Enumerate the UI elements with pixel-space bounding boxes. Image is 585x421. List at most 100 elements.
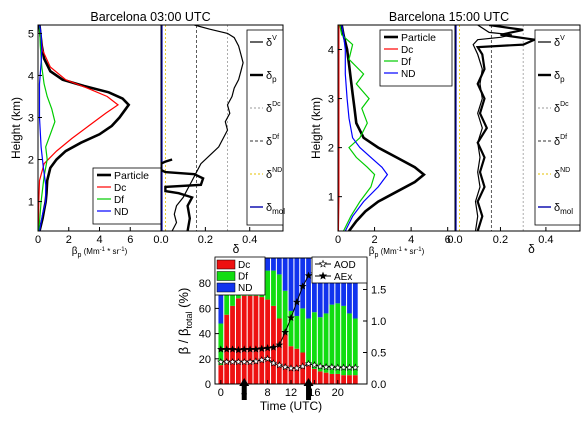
series-line-dc bbox=[38, 25, 120, 231]
bar-legend-label-nd: ND bbox=[238, 283, 252, 294]
legend-label-dc: Dc bbox=[401, 45, 413, 56]
x-tick-label-right: 0.2 bbox=[493, 234, 508, 246]
bar-x-tick-label: 20 bbox=[332, 387, 344, 399]
marker-aod bbox=[252, 357, 260, 365]
bar-x-tick-label: 12 bbox=[285, 387, 297, 399]
bar-df bbox=[335, 303, 341, 374]
bar-y2-tick-label: 1.5 bbox=[371, 285, 386, 297]
bar-y-tick-label: 40 bbox=[199, 329, 211, 341]
series-line-nd bbox=[341, 25, 389, 231]
bar-dc bbox=[265, 299, 271, 384]
arrow-head bbox=[303, 378, 314, 386]
arrow-head bbox=[239, 378, 250, 386]
legend-label-delta-2: δDc bbox=[554, 101, 569, 115]
marker-aod bbox=[293, 364, 301, 372]
bar-df bbox=[271, 270, 276, 306]
marker-aod bbox=[263, 354, 272, 363]
delta-sub: mol bbox=[560, 207, 573, 216]
bar-nd bbox=[282, 258, 288, 291]
legend-label-delta-1: δp bbox=[554, 70, 565, 84]
bar-df bbox=[311, 312, 317, 369]
x-tick-label-right: 0.2 bbox=[198, 234, 213, 246]
bar-df bbox=[329, 304, 335, 374]
marker-aex bbox=[228, 345, 237, 353]
bar-y-tick-label: 60 bbox=[199, 303, 211, 315]
delta-symbol: δ bbox=[266, 37, 272, 49]
bar-df bbox=[276, 274, 282, 319]
marker-aex bbox=[269, 343, 278, 351]
figure-title: Barcelona 03:00 UTC bbox=[90, 10, 210, 24]
delta-sub: p bbox=[560, 75, 565, 84]
bar-dc bbox=[329, 373, 335, 384]
bar-df bbox=[265, 270, 271, 300]
x-label-sub: p bbox=[375, 252, 379, 259]
delta-sup: Df bbox=[272, 134, 279, 141]
bar-df bbox=[341, 305, 347, 376]
bar-dc bbox=[241, 295, 247, 384]
marker-aex bbox=[287, 313, 295, 322]
delta-symbol: δ bbox=[554, 37, 560, 49]
x-label-sub: p bbox=[78, 252, 82, 259]
marker-aod bbox=[298, 362, 307, 370]
legend-label-delta-5: δmol bbox=[554, 202, 573, 216]
delta-symbol: δ bbox=[554, 202, 560, 214]
series-line-delta-0 bbox=[171, 25, 244, 231]
delta-symbol: δ bbox=[266, 70, 272, 82]
marker-aod bbox=[322, 362, 330, 371]
bar-dc bbox=[253, 295, 259, 384]
bar-dc bbox=[235, 298, 241, 384]
legend-label-delta-2: δDc bbox=[266, 101, 281, 115]
marker-aex bbox=[275, 340, 284, 349]
x-label-close: ) bbox=[125, 247, 128, 256]
delta-symbol: δ bbox=[554, 169, 560, 181]
y-tick-label: 3 bbox=[328, 94, 334, 106]
x-tick-label: 6 bbox=[445, 234, 451, 246]
x-axis-label: βp (Mm-1 * sr-1) bbox=[72, 246, 128, 259]
legend-label-delta-0: δV bbox=[266, 35, 277, 49]
marker-aex bbox=[263, 344, 272, 352]
arrow-shaft bbox=[241, 385, 247, 400]
bar-df bbox=[288, 310, 294, 347]
legend-label-particle: Particle bbox=[114, 170, 149, 182]
marker-aod bbox=[257, 356, 266, 364]
legend-label-dc: Dc bbox=[114, 183, 126, 194]
profile-figure-0: Barcelona 03:00 UTC 0 2 4 6 1 2 3 4 5 Height (km) β… bbox=[9, 10, 285, 259]
legend-box-right bbox=[246, 29, 284, 226]
y-tick-label: 3 bbox=[28, 112, 34, 124]
series-line-delta-1 bbox=[161, 158, 205, 231]
legend-label-delta-4: δND bbox=[266, 167, 282, 181]
bar-y-tick-label: 80 bbox=[199, 278, 211, 290]
y-tick-label: 1 bbox=[328, 192, 334, 204]
bar-dc bbox=[282, 333, 288, 384]
bar-dc bbox=[259, 297, 265, 384]
marker-aex bbox=[304, 271, 313, 279]
x-label-unit-sup2: -1 bbox=[119, 247, 125, 253]
bar-y-tick-label: 0 bbox=[205, 379, 211, 391]
x-tick-label: 2 bbox=[372, 234, 378, 246]
bar-df bbox=[317, 317, 323, 372]
line-legend-marker bbox=[318, 271, 328, 280]
bar-y-tick-label: 20 bbox=[199, 354, 211, 366]
marker-aod bbox=[246, 357, 254, 366]
legend-label-nd: ND bbox=[401, 69, 415, 80]
series-line-particle bbox=[340, 25, 426, 231]
x-label-unit-sup: -1 bbox=[100, 247, 106, 253]
line-legend-label-aex: AEx bbox=[334, 272, 352, 283]
delta-sup: Df bbox=[560, 134, 567, 141]
x-label-unit-sup2: -1 bbox=[416, 247, 422, 253]
bar-ylabel-sub: total bbox=[184, 312, 194, 329]
bar-dc bbox=[335, 373, 341, 384]
bar-df bbox=[282, 290, 288, 334]
x-tick-label-right: 0.4 bbox=[538, 234, 553, 246]
legend-label-delta-3: δDf bbox=[266, 134, 279, 148]
y-tick-label: 5 bbox=[28, 28, 34, 40]
delta-sup: V bbox=[560, 35, 565, 42]
x-label-unit: (Mm bbox=[378, 247, 397, 256]
bar-x-axis-label: Time (UTC) bbox=[260, 399, 322, 413]
bar-ylabel-main: β / β bbox=[176, 329, 191, 355]
bar-df bbox=[347, 313, 352, 376]
bar-nd bbox=[352, 258, 358, 319]
delta-sup: Dc bbox=[560, 101, 569, 108]
bar-dc bbox=[347, 375, 352, 384]
